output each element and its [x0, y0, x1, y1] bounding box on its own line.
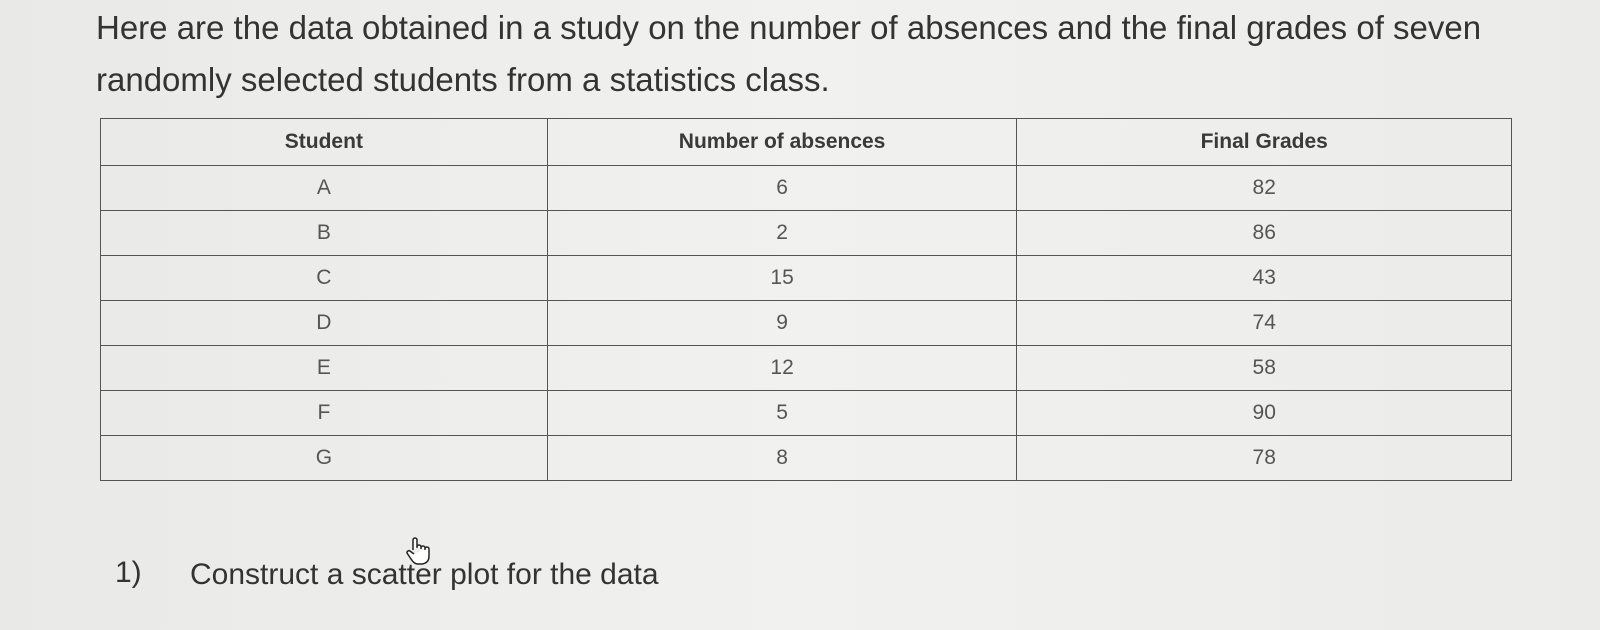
header-row: Student Number of absences Final Grades — [100, 118, 1512, 166]
table-cell: C — [100, 255, 548, 301]
table-cell: 6 — [546, 165, 1018, 211]
table-cell: 5 — [546, 390, 1018, 436]
table-cell: 74 — [1016, 300, 1512, 346]
table-row: G 8 78 — [100, 435, 1512, 481]
table-cell: A — [100, 165, 548, 211]
question-text: Construct a scatter plot for the data — [190, 558, 659, 591]
table-row: D 9 74 — [100, 300, 1512, 346]
table-cell: 8 — [546, 435, 1018, 481]
table-row: A 6 82 — [100, 165, 1512, 211]
table-cell: 43 — [1016, 255, 1512, 301]
table-cell: B — [100, 210, 548, 256]
cursor-icon — [406, 537, 430, 565]
table-row: F 5 90 — [100, 390, 1512, 436]
table-cell: 90 — [1016, 390, 1512, 436]
header-cell: Student — [100, 118, 548, 166]
table-cell: 86 — [1016, 210, 1512, 256]
table-cell: 2 — [546, 210, 1018, 256]
header-cell: Number of absences — [546, 118, 1018, 166]
table-cell: 9 — [546, 300, 1018, 346]
table-cell: 58 — [1016, 345, 1512, 391]
table-cell: 12 — [546, 345, 1018, 391]
table-cell: 82 — [1016, 165, 1512, 211]
table-body: A 6 82 B 2 86 C 15 43 D 9 74 E 12 58 F 5 90 G 8 78 — [100, 165, 1512, 481]
table-cell: G — [100, 435, 548, 481]
question-number: 1) — [115, 556, 142, 589]
header-cell: Final Grades — [1016, 118, 1512, 166]
intro-text: Here are the data obtained in a study on… — [96, 9, 1482, 98]
table-row: B 2 86 — [100, 210, 1512, 256]
table-cell: F — [100, 390, 548, 436]
table-row: C 15 43 — [100, 255, 1512, 301]
table-cell: E — [100, 345, 548, 391]
table-header: Student Number of absences Final Grades — [100, 118, 1512, 166]
table-cell: D — [100, 300, 548, 346]
table-row: E 12 58 — [100, 345, 1512, 391]
table-cell: 15 — [546, 255, 1018, 301]
table-cell: 78 — [1016, 435, 1512, 481]
